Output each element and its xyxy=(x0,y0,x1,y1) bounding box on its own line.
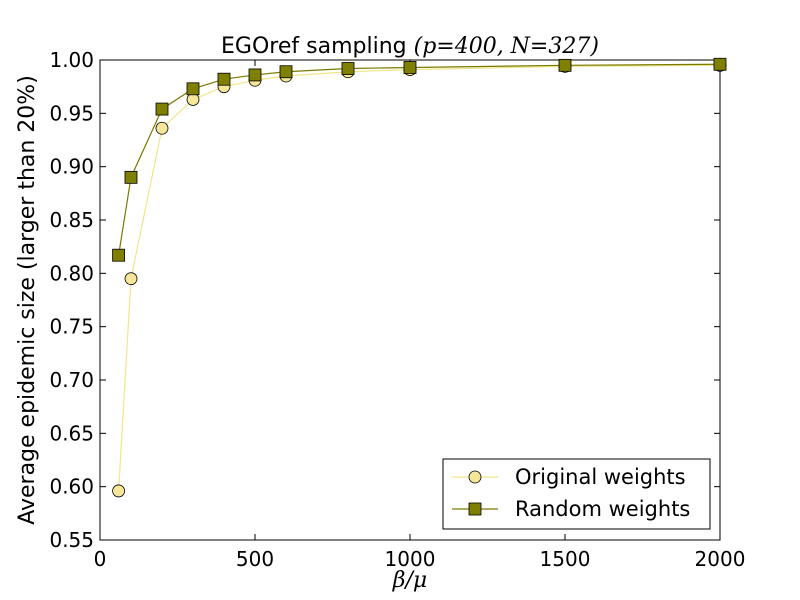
y-tick-label: 0.80 xyxy=(49,261,94,285)
data-point xyxy=(155,102,169,116)
y-tick-label: 0.85 xyxy=(49,208,94,232)
series-2 xyxy=(112,57,727,262)
chart-title-text: EGOref sampling xyxy=(221,34,407,59)
legend-label: Random weights xyxy=(515,497,690,521)
data-point xyxy=(112,484,125,498)
y-axis-label: Average epidemic size (larger than 20%) xyxy=(15,75,40,525)
y-tick-label: 0.55 xyxy=(49,528,94,552)
y-tick-label: 1.00 xyxy=(49,48,94,72)
series-layer xyxy=(112,57,727,498)
y-tick-label: 0.90 xyxy=(49,155,94,179)
data-point xyxy=(279,65,293,79)
y-axis-ticks: 0.55 0.60 0.65 0.70 0.75 0.80 0.85 0.90 0.95 1.00 xyxy=(49,48,720,552)
x-tick-label: 2000 xyxy=(695,547,746,571)
y-tick-label: 0.65 xyxy=(49,421,94,445)
x-tick-label: 1000 xyxy=(385,547,436,571)
y-tick-label: 0.70 xyxy=(49,368,94,392)
y-tick-label: 0.75 xyxy=(49,315,94,339)
legend-marker xyxy=(468,502,482,516)
data-point xyxy=(217,72,231,86)
data-point xyxy=(155,121,169,135)
x-tick-label: 1500 xyxy=(540,547,591,571)
data-point xyxy=(112,248,125,262)
y-tick-label: 0.95 xyxy=(49,101,94,125)
x-tick-label: 500 xyxy=(236,547,274,571)
y-tick-label: 0.60 xyxy=(49,475,94,499)
data-point xyxy=(124,272,138,286)
data-point xyxy=(124,170,138,184)
data-point xyxy=(186,82,200,96)
x-tick-label: 0 xyxy=(94,547,107,571)
chart-title: EGOref sampling (p=400, N=327) xyxy=(221,34,599,59)
data-point xyxy=(558,58,572,72)
legend-label: Original weights xyxy=(515,465,686,489)
data-point xyxy=(403,61,417,74)
x-axis-ticks: 0 500 1000 1500 2000 xyxy=(94,60,746,571)
data-point xyxy=(341,62,355,75)
data-point xyxy=(713,57,727,71)
data-point xyxy=(248,68,262,82)
chart-title-math: (p=400, N=327) xyxy=(414,34,599,59)
data-point xyxy=(186,93,200,106)
legend-marker xyxy=(468,470,482,484)
x-axis-label: β/μ xyxy=(392,568,427,593)
legend: Original weights Random weights xyxy=(442,458,711,530)
legend-box xyxy=(442,458,711,530)
